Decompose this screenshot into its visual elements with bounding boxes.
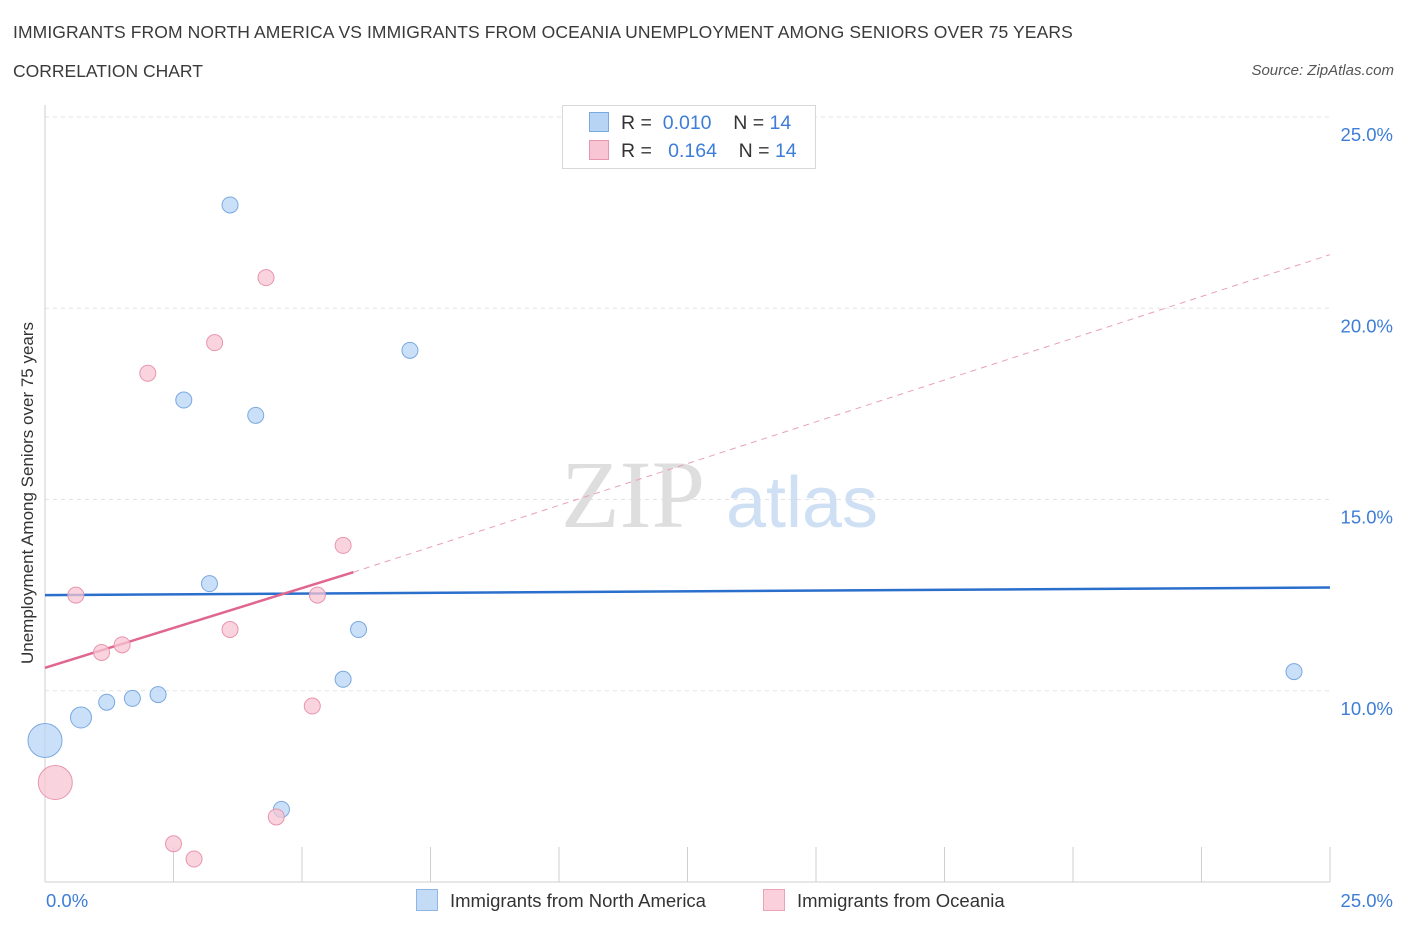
legend-n-label: N = [733,112,765,134]
legend-r-value: 0.010 [662,112,712,134]
data-point-oceania [37,765,73,801]
legend-row-north-america: R = 0.010 N = 14 [589,112,791,136]
data-point-north-america [401,341,419,359]
x-tick-label: 0.0% [46,890,88,911]
data-point-oceania [303,697,321,715]
legend-n-value: 14 [774,140,797,162]
legend-row-oceania: R = 0.164 N = 14 [589,140,797,164]
bottom-legend-swatch-pink [763,889,785,911]
data-point-north-america [350,621,368,639]
legend-r-label: R = [621,112,652,134]
y-tick-label: 25.0% [1341,124,1393,145]
data-point-oceania [257,269,275,287]
watermark-zip: ZIP [561,441,705,548]
bottom-legend-oceania: Immigrants from Oceania [763,889,1005,912]
watermark: ZIP atlas [561,441,878,548]
data-point-oceania [113,636,131,654]
data-point-oceania [139,364,157,382]
data-point-oceania [221,621,239,639]
data-point-north-america [200,575,218,593]
legend-r-value: 0.164 [668,140,717,162]
data-point-north-america [221,196,239,214]
data-point-oceania [308,586,326,604]
x-tick-label: 25.0% [1341,890,1393,911]
tick-labels: 25.0% 20.0% 15.0% 10.0% 0.0% 25.0% [46,124,1393,911]
legend-r-label: R = [621,140,652,162]
y-axis-label: Unemployment Among Seniors over 75 years [18,321,37,665]
data-point-oceania [185,850,203,868]
bottom-legend-north-america: Immigrants from North America [416,889,706,912]
data-point-north-america [149,686,167,704]
data-point-oceania [165,835,182,853]
trend-line-north-america [44,586,1331,597]
data-point-north-america [175,391,193,409]
y-tick-label: 20.0% [1341,315,1393,336]
data-point-north-america [334,670,352,688]
chart-subtitle: CORRELATION CHART [13,61,203,81]
legend-swatch-pink [589,140,609,160]
bottom-legend-label: Immigrants from Oceania [797,890,1005,911]
data-point-north-america [69,706,92,729]
y-tick-label: 10.0% [1341,698,1393,719]
data-point-north-america [123,689,141,707]
data-point-north-america [1285,663,1303,681]
data-point-oceania [93,644,111,661]
correlation-legend: R = 0.010 N = 14 R = 0.164 N = 14 [562,105,816,169]
data-point-north-america [27,722,63,758]
data-point-oceania [267,808,285,826]
chart-title: IMMIGRANTS FROM NORTH AMERICA VS IMMIGRA… [13,22,1073,42]
bottom-legend-swatch-blue [416,889,438,911]
legend-n-label: N = [738,140,770,162]
data-point-oceania [334,536,352,554]
legend-swatch-blue [589,112,609,132]
data-point-oceania [67,586,85,604]
trend-line-oceania [44,570,354,669]
watermark-atlas: atlas [726,463,878,543]
legend-n-value: 14 [769,112,792,134]
source-label: Source: ZipAtlas.com [1251,62,1394,79]
data-point-north-america [98,693,116,711]
data-points [27,196,1303,868]
y-tick-label: 15.0% [1341,507,1393,528]
bottom-legend-label: Immigrants from North America [450,890,706,911]
data-point-north-america [247,406,265,424]
data-point-oceania [206,334,224,352]
